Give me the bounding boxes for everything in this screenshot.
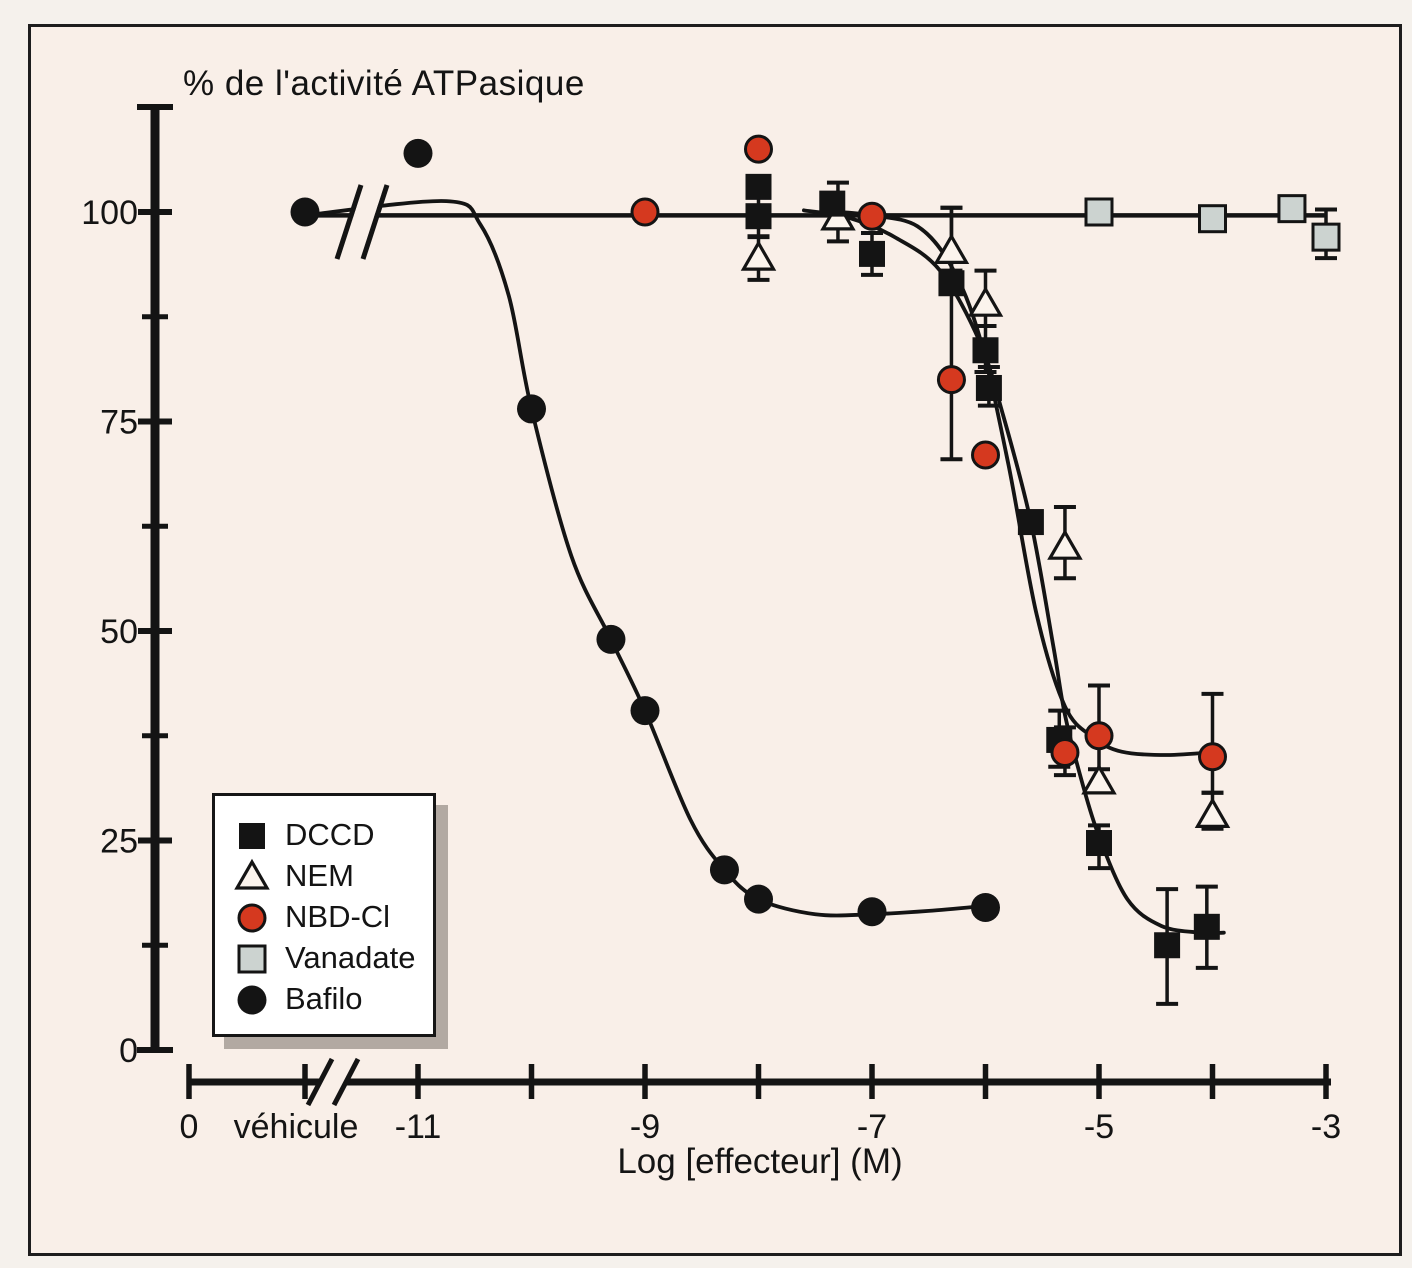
data-point-square [237, 944, 267, 973]
chart-title: % de l'activité ATPasique [183, 64, 585, 103]
data-point-circle [630, 197, 660, 227]
data-point-triangle [1194, 797, 1231, 828]
data-point-square [819, 190, 846, 217]
curve-nbd-cl [836, 210, 1221, 757]
bafilo-marker-icon [237, 985, 267, 1014]
data-point-square [239, 822, 265, 849]
legend-box: DCCD NEM NBD-Cl Vanadate Bafilo [212, 793, 436, 1037]
data-point-square [1086, 830, 1112, 857]
legend-item-nem: NEM [215, 855, 433, 896]
series-vanadate [1084, 194, 1341, 252]
data-point-square [975, 374, 1002, 401]
x-tick-label: -9 [630, 1108, 660, 1146]
data-point-circle [857, 897, 887, 927]
data-point-square [972, 337, 999, 364]
series-nbd-cl [630, 134, 1227, 772]
y-tick-label: 100 [81, 194, 138, 232]
nbd-cl-marker-icon [237, 903, 267, 932]
y-tick-label: 0 [119, 1032, 138, 1070]
data-point-circle [1084, 721, 1114, 751]
curve-break-slash [334, 184, 364, 260]
data-point-circle [517, 394, 546, 424]
data-point-circle [709, 855, 739, 885]
figure-border-frame [28, 24, 1402, 1256]
data-point-circle [857, 201, 887, 231]
data-point-circle [237, 985, 267, 1014]
data-point-triangle [933, 233, 970, 264]
series-bafilo [290, 138, 1000, 927]
nem-marker-icon [234, 858, 270, 890]
x-axis-break-slash [305, 1057, 335, 1107]
data-point-square [1198, 204, 1227, 234]
data-point-square [1084, 197, 1114, 227]
data-point-square [1193, 913, 1220, 940]
x-axis-title: Log [effecteur] (M) [617, 1142, 903, 1181]
data-point-circle [237, 903, 267, 932]
data-point-circle [744, 884, 773, 914]
axis-break-marks [305, 181, 390, 1110]
curve-break-mask [340, 181, 384, 263]
legend-item-label: NEM [285, 857, 354, 893]
x-tick-label: 0 [180, 1108, 199, 1146]
data-point-circle [596, 624, 626, 654]
data-point-circle [744, 134, 773, 164]
x-tick-label: -5 [1084, 1108, 1114, 1146]
dccd-marker-icon [239, 822, 265, 849]
legend-item-vanadate: Vanadate [215, 937, 433, 978]
y-tick-label: 75 [100, 404, 138, 442]
x-axis-break-slash [331, 1057, 361, 1107]
data-point-square [859, 240, 885, 267]
vanadate-marker-icon [237, 944, 267, 973]
legend-item-label: Bafilo [285, 980, 363, 1016]
y-tick-label: 25 [100, 823, 138, 861]
data-point-square [938, 270, 965, 297]
x-tick-label: véhicule [234, 1108, 359, 1146]
data-point-square [1311, 222, 1341, 252]
curve-break-slash [360, 184, 390, 260]
data-point-square [745, 203, 772, 230]
x-axis-break-mask [312, 1054, 354, 1110]
data-point-square [745, 173, 772, 200]
legend-item-label: NBD-Cl [285, 898, 391, 934]
data-point-circle [971, 440, 1000, 470]
data-point-triangle [1047, 528, 1083, 560]
legend-item-label: Vanadate [285, 939, 416, 975]
curve-bafilo [303, 199, 988, 918]
legend-item-nbd-cl: NBD-Cl [215, 896, 433, 937]
data-point-circle [971, 893, 1000, 923]
data-point-circle [1050, 738, 1080, 768]
x-tick-label: -3 [1311, 1108, 1341, 1146]
data-point-square [1017, 509, 1044, 536]
fitted-curves [302, 199, 1326, 936]
data-point-circle [1198, 742, 1227, 772]
legend-item-dccd: DCCD [215, 814, 433, 855]
series-nem [740, 199, 1231, 828]
data-point-square [1154, 932, 1181, 959]
data-point-triangle [967, 285, 1004, 317]
data-point-circle [403, 138, 433, 168]
data-point-square [1277, 194, 1307, 224]
data-point-circle [936, 365, 966, 395]
curve-dccd [802, 208, 1226, 936]
y-tick-label: 50 [100, 613, 138, 651]
x-tick-label: -11 [395, 1108, 442, 1146]
legend-item-label: DCCD [285, 816, 375, 852]
data-point-circle [290, 197, 320, 227]
data-point-triangle [234, 858, 270, 890]
error-bars [747, 180, 1337, 1006]
legend-item-bafilo: Bafilo [215, 978, 433, 1019]
data-point-triangle [1081, 763, 1117, 795]
x-tick-label: -7 [857, 1108, 887, 1146]
data-point-circle [630, 696, 660, 726]
series-dccd [745, 173, 1220, 959]
axes: 100 75 50 25 0 0 véhicule -11 -9 -7 -5 -3 [81, 104, 1341, 1146]
data-point-triangle [740, 239, 777, 271]
